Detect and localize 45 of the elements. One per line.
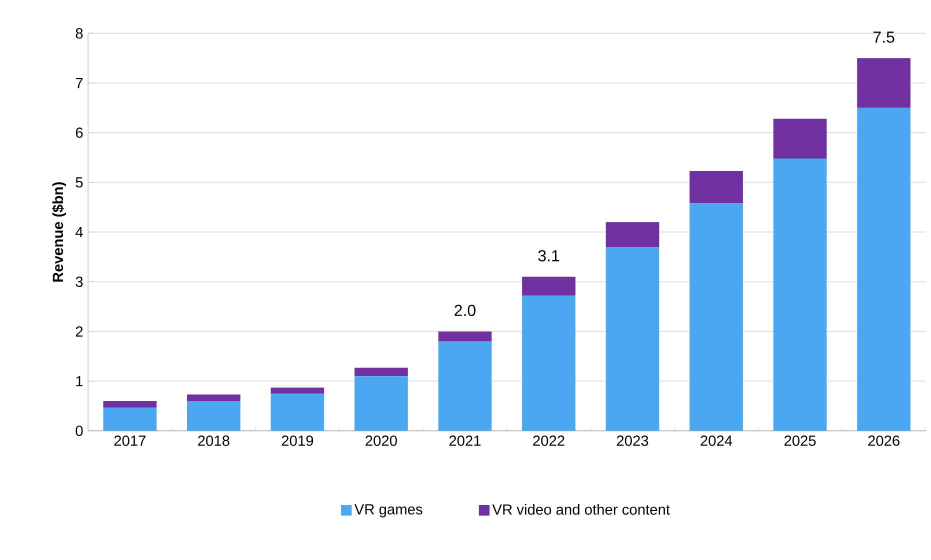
bar [354,376,408,431]
y-tick-label: 0 [76,426,83,436]
bar [606,246,660,431]
y-tick-label: 3 [76,276,83,287]
bar [103,400,157,408]
bar [270,393,324,431]
y-tick-label: 4 [76,226,83,238]
bar [354,368,408,376]
bar [270,387,324,394]
y-tick-label: 2 [76,326,83,336]
bar [438,341,492,431]
total-label: 3.1 [538,250,560,262]
total-label: 7.5 [873,32,894,43]
x-tick-label: 2021 [449,435,481,446]
x-tick-label: 2020 [366,435,397,446]
y-tick-label: 6 [76,127,83,138]
x-tick-label: 2024 [700,435,732,446]
bar [187,394,240,401]
bar [522,276,576,296]
y-tick-label: 1 [76,376,83,386]
bar [690,170,743,204]
bar [522,296,576,431]
y-axis-title: Revenue ($bn) [52,182,66,282]
legend-label: VR games [354,504,422,518]
bar [690,203,743,431]
bar [773,118,827,158]
x-tick-label: 2022 [533,435,564,446]
legend-label: VR video and other content [492,504,670,515]
bar [606,222,660,247]
total-label: 2.0 [454,304,476,316]
bar [773,158,827,431]
bar [857,58,910,108]
bar [103,407,157,431]
y-tick-label: 7 [76,78,83,88]
x-tick-label: 2018 [198,435,230,446]
bar [187,400,240,431]
x-tick-label: 2017 [114,435,146,446]
x-tick-label: 2023 [616,435,648,446]
y-tick-label: 8 [76,28,83,38]
bar [438,331,492,342]
bar [857,108,910,431]
x-tick-label: 2019 [282,435,314,446]
x-tick-label: 2026 [868,435,900,446]
y-tick-label: 5 [76,177,83,188]
x-tick-label: 2025 [784,435,816,446]
